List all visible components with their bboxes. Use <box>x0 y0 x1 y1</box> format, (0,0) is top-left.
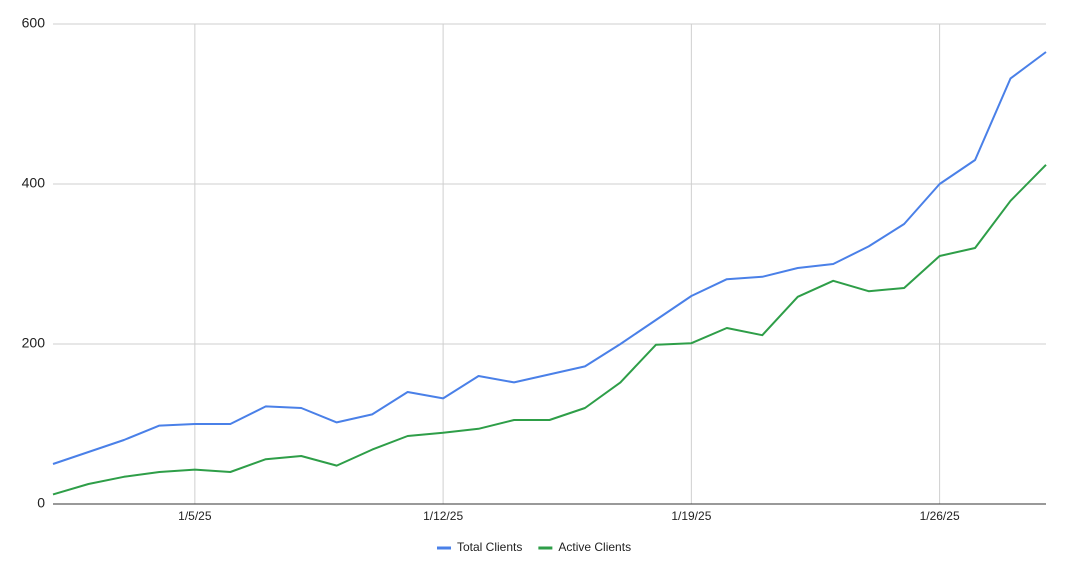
legend-label: Active Clients <box>558 540 631 554</box>
y-tick-label: 400 <box>22 175 46 191</box>
x-tick-label: 1/19/25 <box>671 509 711 523</box>
legend: Total Clients Active Clients <box>437 540 631 554</box>
x-tick-label: 1/26/25 <box>920 509 960 523</box>
y-tick-label: 200 <box>22 335 46 351</box>
data-line <box>52 51 1047 465</box>
x-tick-label: 1/5/25 <box>178 509 212 523</box>
legend-item: Active Clients <box>538 540 631 554</box>
legend-label: Total Clients <box>457 540 522 554</box>
y-tick-label: 0 <box>37 495 45 511</box>
x-tick-label: 1/12/25 <box>423 509 463 523</box>
legend-item: Total Clients <box>437 540 522 554</box>
data-line <box>52 164 1047 496</box>
y-tick-label: 600 <box>22 15 46 31</box>
